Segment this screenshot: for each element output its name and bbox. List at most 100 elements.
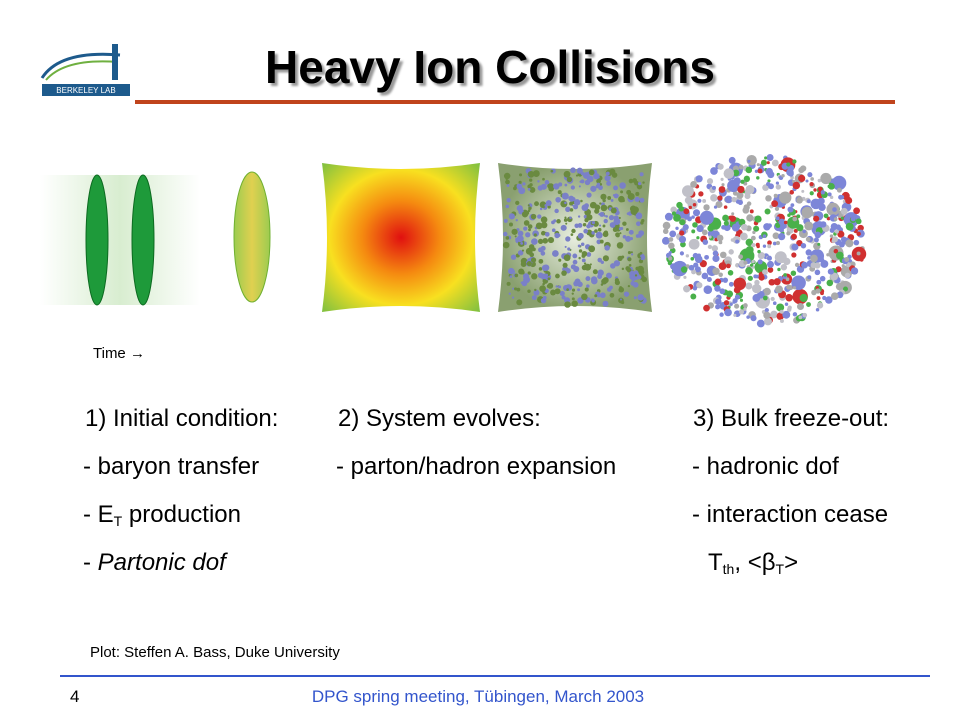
- particle: [537, 214, 542, 219]
- particle: [764, 208, 771, 215]
- particle: [597, 274, 603, 279]
- particle: [515, 200, 520, 205]
- particle: [853, 207, 860, 215]
- particle: [679, 230, 685, 236]
- particle: [506, 197, 511, 203]
- particle: [850, 267, 859, 275]
- particle: [517, 250, 524, 256]
- particle: [612, 227, 618, 233]
- particle: [519, 173, 523, 177]
- particle: [600, 193, 607, 200]
- particle: [780, 319, 784, 323]
- particle: [718, 186, 726, 193]
- particle: [585, 276, 591, 282]
- particle: [505, 179, 510, 185]
- particle: [548, 185, 555, 192]
- particle: [751, 259, 755, 264]
- particle: [667, 260, 673, 266]
- particle: [625, 228, 629, 231]
- particle: [627, 284, 631, 288]
- particle: [596, 178, 601, 184]
- particle: [537, 180, 540, 183]
- particle: [527, 271, 531, 275]
- particle: [606, 287, 612, 292]
- particle: [505, 204, 510, 209]
- particle: [775, 216, 780, 221]
- particle: [617, 255, 623, 262]
- particle: [602, 198, 606, 203]
- particle: [692, 222, 698, 228]
- particle: [747, 159, 751, 163]
- particle: [703, 304, 710, 312]
- particle: [641, 276, 648, 283]
- particle: [723, 205, 728, 209]
- particle: [566, 288, 569, 291]
- particle: [690, 293, 697, 300]
- particle: [561, 227, 564, 230]
- particle: [679, 219, 686, 226]
- particle: [844, 272, 851, 279]
- particle: [817, 178, 822, 183]
- particle: [728, 249, 734, 255]
- particle: [743, 260, 748, 265]
- particle: [511, 228, 518, 235]
- particle: [503, 231, 508, 237]
- particle: [612, 194, 616, 197]
- particle: [510, 254, 517, 260]
- particle: [527, 187, 531, 191]
- particle: [792, 286, 797, 290]
- particle: [776, 303, 785, 312]
- particle: [690, 180, 697, 188]
- particle: [718, 240, 723, 245]
- particle: [567, 247, 571, 251]
- particle: [668, 251, 672, 255]
- particle: [505, 236, 510, 240]
- particle: [640, 253, 645, 259]
- particle: [729, 302, 733, 306]
- particle: [691, 229, 696, 234]
- particle: [698, 191, 704, 197]
- particle: [717, 163, 724, 170]
- particle: [639, 197, 645, 203]
- particle: [547, 282, 554, 289]
- particle: [521, 249, 525, 252]
- particle: [550, 169, 554, 173]
- particle: [668, 237, 674, 242]
- particle: [518, 180, 522, 184]
- particle: [706, 178, 714, 185]
- particle: [699, 210, 714, 225]
- particle: [572, 259, 578, 265]
- particle: [793, 228, 798, 233]
- time-label: Time →: [93, 345, 145, 362]
- particle: [603, 230, 609, 235]
- particle: [570, 233, 574, 236]
- particle: [694, 266, 701, 273]
- particle: [591, 220, 595, 225]
- particle: [559, 290, 565, 296]
- particle: [531, 238, 538, 245]
- particle: [639, 172, 644, 177]
- particle: [708, 235, 712, 239]
- particle: [564, 245, 567, 248]
- particle: [571, 197, 576, 202]
- particle: [598, 185, 603, 191]
- particle: [564, 301, 571, 308]
- particle: [616, 194, 619, 197]
- particle: [857, 224, 864, 232]
- particle: [627, 251, 631, 255]
- particle: [816, 279, 822, 285]
- particle: [542, 295, 547, 300]
- particle: [599, 202, 602, 205]
- particle: [575, 174, 579, 177]
- particle: [586, 192, 592, 198]
- particle: [764, 156, 768, 160]
- particle: [724, 308, 732, 317]
- particle: [834, 229, 839, 234]
- particle: [514, 287, 518, 291]
- particle: [604, 245, 610, 251]
- particle: [664, 212, 673, 221]
- particle: [790, 270, 797, 276]
- particle: [721, 225, 726, 230]
- particle: [582, 223, 587, 227]
- particle: [836, 187, 842, 193]
